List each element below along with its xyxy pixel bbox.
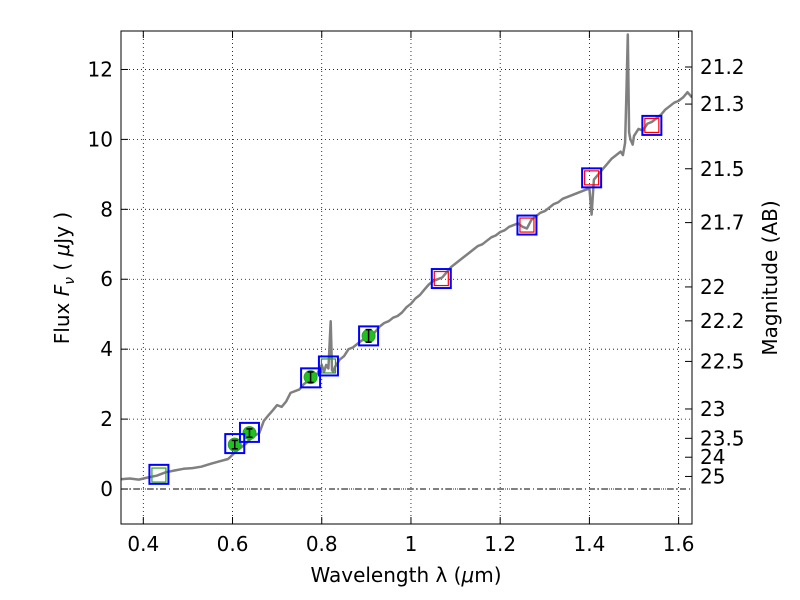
- y2-tick-label: 25: [700, 464, 725, 488]
- y2-tick-label: 21.5: [700, 157, 745, 181]
- y-tick-label: 10: [88, 127, 113, 151]
- photometry-box: [516, 214, 538, 236]
- x-tick-label: 1.2: [484, 532, 516, 556]
- model-square-red: [584, 170, 600, 186]
- photometry-box: [358, 325, 380, 347]
- y2-tick-label: 22.2: [700, 309, 745, 333]
- photometry-box: [300, 367, 322, 389]
- markers: [148, 114, 663, 485]
- y2-tick-label: 22.5: [700, 349, 745, 373]
- y-axis-ticks: 0 2 4 6 8 10 12: [88, 57, 128, 501]
- grid: [121, 31, 692, 524]
- y2-tick-label: 23.5: [700, 426, 745, 450]
- spectrum-line: [121, 33, 692, 481]
- x-tick-label: 0.6: [217, 532, 249, 556]
- y-tick-label: 8: [100, 197, 113, 221]
- model-square-red: [433, 270, 449, 287]
- x-tick-label: 0.4: [127, 532, 159, 556]
- y2-tick-label: 23: [700, 397, 725, 421]
- x-tick-label: 1.6: [663, 532, 695, 556]
- x-tick-label: 1: [405, 532, 418, 556]
- x-axis-title: Wavelength λ (μm): [310, 563, 501, 587]
- model-square-green: [320, 358, 337, 374]
- photometry-box: [148, 463, 170, 485]
- y2-tick-label: 21.3: [700, 92, 745, 116]
- x-tick-label: 0.8: [306, 532, 338, 556]
- y2-tick-label: 21.2: [700, 55, 745, 79]
- y-axis-title: Flux Fν ( μJy ): [50, 212, 78, 344]
- photometry-box: [224, 433, 246, 455]
- model-square-red: [519, 217, 535, 233]
- photometry-box: [581, 167, 603, 189]
- y2-tick-label: 24: [700, 445, 725, 469]
- y2-axis-title: Magnitude (AB): [758, 200, 782, 355]
- y2-tick-label: 21.7: [700, 211, 745, 235]
- x-axis-ticks: 0.4 0.6 0.8 1 1.2 1.4 1.6: [127, 31, 695, 556]
- model-square-green: [151, 467, 167, 483]
- series-layer: [121, 33, 692, 481]
- x-tick-label: 1.4: [573, 532, 605, 556]
- photometry-box: [641, 114, 663, 136]
- y-tick-label: 4: [100, 337, 113, 361]
- y-tick-label: 0: [100, 477, 113, 501]
- photometry-box: [317, 355, 339, 377]
- model-square-red: [644, 117, 660, 134]
- photometry-box: [238, 421, 260, 443]
- y-tick-label: 2: [100, 407, 113, 431]
- y-tick-label: 12: [88, 57, 113, 81]
- plot-frame: [120, 30, 693, 525]
- y2-tick-label: 22: [700, 275, 725, 299]
- photometry-box: [430, 268, 452, 290]
- y-tick-label: 6: [100, 267, 113, 291]
